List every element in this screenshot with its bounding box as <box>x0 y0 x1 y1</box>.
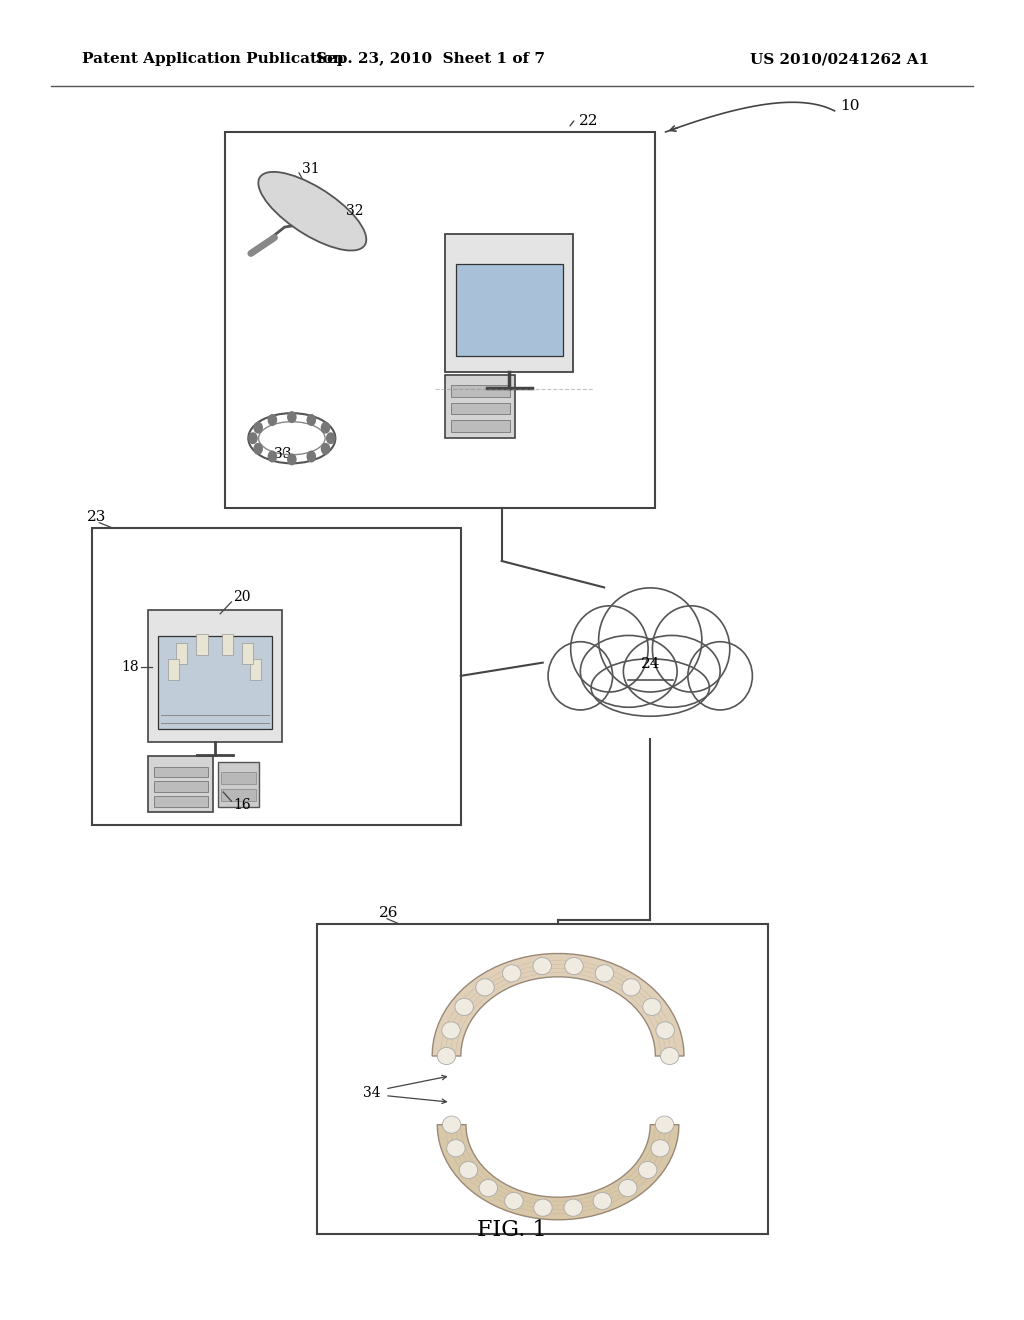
Text: 33: 33 <box>274 447 292 461</box>
Text: US 2010/0241262 A1: US 2010/0241262 A1 <box>750 53 930 66</box>
Bar <box>451 403 510 414</box>
Ellipse shape <box>446 1139 465 1156</box>
Ellipse shape <box>595 965 613 982</box>
Circle shape <box>288 412 296 422</box>
Bar <box>221 634 232 655</box>
Text: 34: 34 <box>364 1086 381 1100</box>
Ellipse shape <box>258 172 367 251</box>
Circle shape <box>268 451 276 462</box>
Ellipse shape <box>441 1022 460 1039</box>
Ellipse shape <box>455 998 473 1015</box>
Bar <box>456 264 563 356</box>
Text: 23: 23 <box>87 511 106 524</box>
Ellipse shape <box>655 1115 674 1133</box>
Text: 16: 16 <box>233 799 251 812</box>
Ellipse shape <box>570 606 648 692</box>
Ellipse shape <box>618 1180 637 1197</box>
Ellipse shape <box>460 1162 478 1179</box>
Circle shape <box>249 433 257 444</box>
Bar <box>154 781 208 792</box>
Text: FIG. 1: FIG. 1 <box>477 1220 547 1241</box>
Bar <box>218 762 259 807</box>
Circle shape <box>307 451 315 462</box>
Circle shape <box>254 422 262 433</box>
Ellipse shape <box>652 606 730 692</box>
Ellipse shape <box>565 957 584 974</box>
Ellipse shape <box>638 1162 656 1179</box>
Bar <box>197 634 208 655</box>
Circle shape <box>268 414 276 425</box>
Bar <box>154 796 208 807</box>
Ellipse shape <box>476 978 495 995</box>
Bar <box>242 643 253 664</box>
Text: 18: 18 <box>122 660 139 673</box>
Text: Patent Application Publication: Patent Application Publication <box>82 53 344 66</box>
Ellipse shape <box>548 642 612 710</box>
Ellipse shape <box>591 659 710 717</box>
Ellipse shape <box>442 1117 461 1133</box>
Circle shape <box>288 454 296 465</box>
Circle shape <box>307 414 315 425</box>
Bar <box>92 528 461 825</box>
Bar <box>148 756 213 812</box>
Ellipse shape <box>660 1048 679 1064</box>
Ellipse shape <box>479 1180 498 1197</box>
Bar <box>250 659 261 680</box>
Text: 24: 24 <box>640 657 660 671</box>
Ellipse shape <box>624 635 720 708</box>
Ellipse shape <box>503 965 521 982</box>
Ellipse shape <box>505 1192 523 1209</box>
Ellipse shape <box>688 642 753 710</box>
Text: 31: 31 <box>302 162 319 176</box>
Bar <box>445 234 573 372</box>
Text: 32: 32 <box>346 205 364 218</box>
Bar <box>176 643 187 664</box>
Polygon shape <box>432 953 684 1056</box>
Polygon shape <box>437 1125 679 1220</box>
Text: 22: 22 <box>579 115 598 128</box>
Bar <box>451 420 510 432</box>
Circle shape <box>254 444 262 454</box>
Ellipse shape <box>581 635 677 708</box>
Circle shape <box>327 433 335 444</box>
Ellipse shape <box>651 1139 670 1156</box>
Circle shape <box>322 422 330 433</box>
Ellipse shape <box>532 957 551 974</box>
Bar <box>451 385 510 397</box>
Circle shape <box>322 444 330 454</box>
Ellipse shape <box>437 1048 456 1064</box>
Ellipse shape <box>564 1199 583 1216</box>
Ellipse shape <box>599 587 701 692</box>
Bar <box>445 375 515 438</box>
Ellipse shape <box>534 1199 552 1216</box>
Bar <box>158 636 272 729</box>
Bar <box>168 659 179 680</box>
Text: Sep. 23, 2010  Sheet 1 of 7: Sep. 23, 2010 Sheet 1 of 7 <box>315 53 545 66</box>
Bar <box>148 610 282 742</box>
Bar <box>225 132 655 508</box>
Bar <box>221 772 256 784</box>
Bar <box>317 924 768 1234</box>
Bar <box>221 789 256 801</box>
Ellipse shape <box>622 978 640 995</box>
Ellipse shape <box>656 1022 675 1039</box>
Ellipse shape <box>593 1192 611 1209</box>
Ellipse shape <box>643 998 662 1015</box>
Text: 26: 26 <box>379 907 398 920</box>
Bar <box>154 767 208 777</box>
Text: 10: 10 <box>840 99 859 112</box>
Text: 20: 20 <box>233 590 251 603</box>
